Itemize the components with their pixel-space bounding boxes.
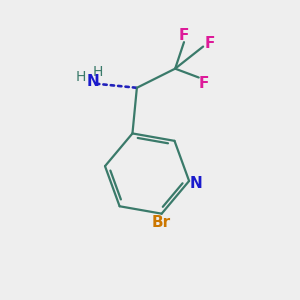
Text: N: N [86, 74, 99, 89]
Text: F: F [204, 35, 215, 50]
Text: N: N [189, 176, 202, 191]
Text: Br: Br [152, 215, 171, 230]
Text: F: F [199, 76, 209, 92]
Text: H: H [75, 70, 86, 85]
Text: F: F [179, 28, 189, 43]
Text: H: H [93, 65, 103, 79]
